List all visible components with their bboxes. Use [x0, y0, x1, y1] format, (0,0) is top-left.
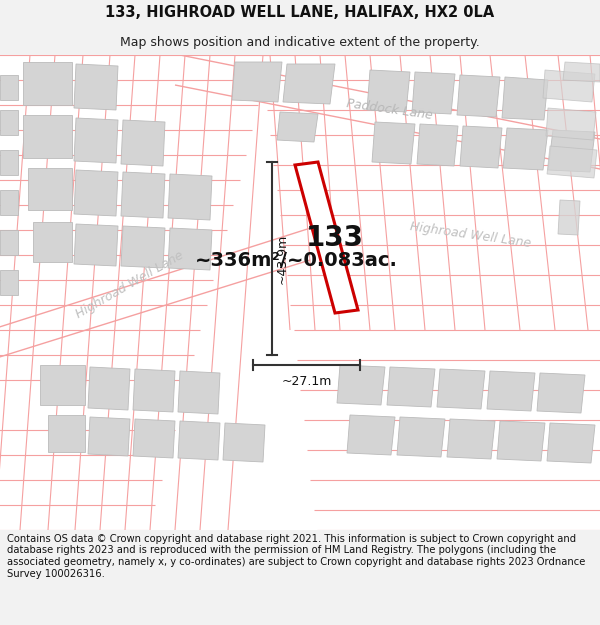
Text: ~43.9m: ~43.9m — [276, 233, 289, 284]
Polygon shape — [563, 62, 600, 82]
Polygon shape — [40, 365, 85, 405]
Polygon shape — [543, 70, 595, 102]
Polygon shape — [121, 172, 165, 218]
Text: 133: 133 — [305, 224, 364, 251]
Polygon shape — [23, 62, 72, 105]
Polygon shape — [0, 190, 18, 215]
Polygon shape — [88, 417, 130, 456]
Text: Highroad Well Lane: Highroad Well Lane — [74, 249, 186, 321]
Polygon shape — [447, 419, 495, 459]
Polygon shape — [0, 270, 18, 295]
Polygon shape — [537, 373, 585, 413]
Polygon shape — [547, 423, 595, 463]
Polygon shape — [0, 150, 18, 175]
Text: 133, HIGHROAD WELL LANE, HALIFAX, HX2 0LA: 133, HIGHROAD WELL LANE, HALIFAX, HX2 0L… — [106, 4, 494, 19]
Polygon shape — [133, 369, 175, 412]
Polygon shape — [223, 423, 265, 462]
Text: ~27.1m: ~27.1m — [281, 375, 332, 388]
Polygon shape — [387, 367, 435, 407]
Polygon shape — [121, 120, 165, 166]
Polygon shape — [546, 108, 596, 140]
Polygon shape — [133, 419, 175, 458]
Text: Paddock Lane: Paddock Lane — [346, 98, 434, 122]
Polygon shape — [367, 70, 410, 112]
Polygon shape — [28, 168, 72, 210]
Polygon shape — [74, 64, 118, 110]
Polygon shape — [460, 126, 502, 168]
Polygon shape — [178, 421, 220, 460]
Polygon shape — [23, 115, 72, 158]
Polygon shape — [417, 124, 458, 166]
Polygon shape — [0, 75, 18, 100]
Polygon shape — [0, 230, 18, 255]
Polygon shape — [487, 371, 535, 411]
Polygon shape — [168, 174, 212, 220]
Polygon shape — [497, 421, 545, 461]
Polygon shape — [283, 64, 335, 104]
Polygon shape — [347, 415, 395, 455]
Polygon shape — [397, 417, 445, 457]
Polygon shape — [48, 415, 85, 452]
Polygon shape — [337, 365, 385, 405]
Polygon shape — [178, 371, 220, 414]
Polygon shape — [548, 130, 595, 172]
Polygon shape — [502, 77, 548, 120]
Polygon shape — [74, 224, 118, 266]
Polygon shape — [412, 72, 455, 114]
Polygon shape — [558, 200, 580, 235]
Polygon shape — [295, 162, 358, 313]
Polygon shape — [33, 222, 72, 262]
Text: Map shows position and indicative extent of the property.: Map shows position and indicative extent… — [120, 36, 480, 49]
Polygon shape — [547, 146, 597, 178]
Polygon shape — [277, 112, 318, 142]
Polygon shape — [437, 369, 485, 409]
Polygon shape — [232, 62, 282, 102]
Polygon shape — [74, 170, 118, 216]
Polygon shape — [457, 75, 500, 117]
Polygon shape — [372, 122, 415, 164]
Polygon shape — [503, 128, 548, 170]
Polygon shape — [0, 110, 18, 135]
Polygon shape — [88, 367, 130, 410]
Text: Contains OS data © Crown copyright and database right 2021. This information is : Contains OS data © Crown copyright and d… — [7, 534, 586, 579]
Polygon shape — [0, 55, 600, 530]
Text: ~336m²/~0.083ac.: ~336m²/~0.083ac. — [195, 251, 398, 269]
Text: Highroad Well Lane: Highroad Well Lane — [409, 220, 532, 250]
Polygon shape — [121, 226, 165, 268]
Polygon shape — [74, 118, 118, 163]
Polygon shape — [168, 228, 212, 270]
